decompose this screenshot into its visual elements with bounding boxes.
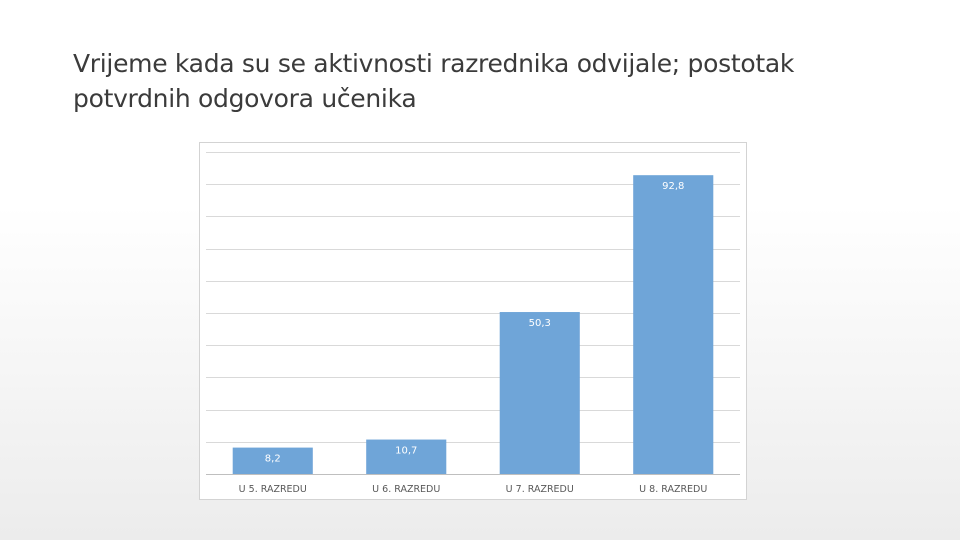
x-tick-label: U 7. RAZREDU: [506, 484, 574, 495]
x-tick-label: U 8. RAZREDU: [639, 484, 707, 495]
x-tick-label: U 5. RAZREDU: [239, 484, 307, 495]
data-label: 50,3: [529, 318, 551, 329]
slide-title: Vrijeme kada su se aktivnosti razrednika…: [73, 49, 795, 113]
bar: [499, 312, 580, 474]
chart-frame: 8,2 U 5. RAZREDU 10,7 U 6. RAZREDU 50,3 U 7. …: [199, 142, 747, 500]
bar: [633, 175, 714, 474]
data-label: 10,7: [395, 446, 417, 457]
data-label: 92,8: [662, 181, 684, 192]
x-tick-label: U 6. RAZREDU: [372, 484, 440, 495]
bar-chart: 8,2 U 5. RAZREDU 10,7 U 6. RAZREDU 50,3 U 7. …: [206, 152, 740, 495]
data-label: 8,2: [265, 454, 281, 465]
bar: [232, 447, 313, 474]
bar: [366, 439, 447, 474]
